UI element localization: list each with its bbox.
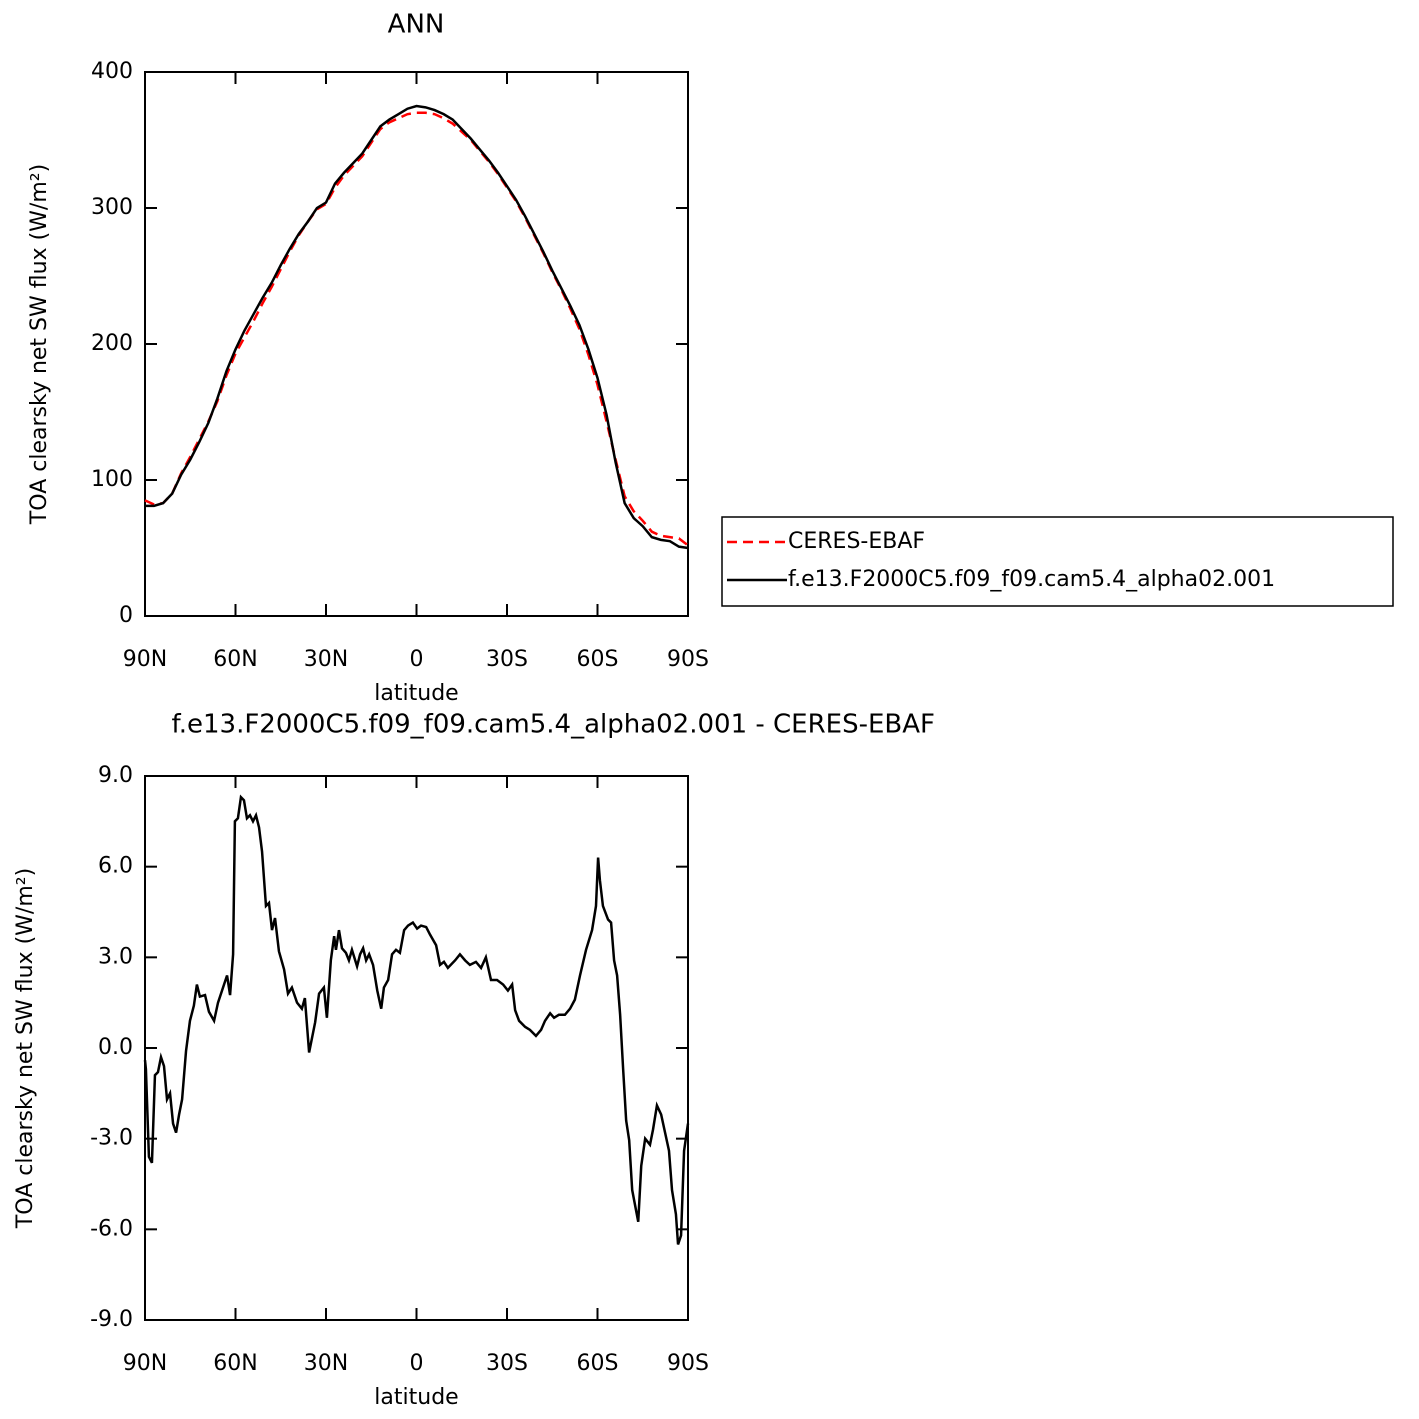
x-tick-label: 60S (577, 647, 619, 672)
chart-title: ANN (388, 10, 445, 40)
x-tick-label: 90S (667, 647, 709, 672)
x-tick-label: 30S (486, 1351, 528, 1376)
y-tick-label: 300 (91, 195, 133, 220)
y-tick-label: 0 (119, 603, 133, 628)
plot-frame (144, 71, 689, 617)
x-tick-label: 90N (123, 1351, 167, 1376)
y-axis-label: TOA clearsky net SW flux (W/m²) (13, 868, 38, 1229)
x-tick-label: 90N (123, 647, 167, 672)
y-axis-label: TOA clearsky net SW flux (W/m²) (27, 164, 52, 525)
data-line (144, 111, 689, 547)
x-axis-label: latitude (374, 681, 458, 706)
y-tick-label: 200 (91, 331, 133, 356)
plot-frame (144, 775, 689, 1321)
data-line (145, 104, 689, 550)
legend-label: CERES-EBAF (788, 529, 925, 554)
chart-title: f.e13.F2000C5.f09_f09.cam5.4_alpha02.001… (171, 710, 935, 740)
y-tick-label: 9.0 (98, 763, 133, 788)
y-tick-label: 400 (91, 59, 133, 84)
x-tick-label: 60N (213, 1351, 257, 1376)
legend-label: f.e13.F2000C5.f09_f09.cam5.4_alpha02.001 (788, 567, 1275, 592)
x-tick-label: 60N (213, 647, 257, 672)
y-tick-label: -9.0 (90, 1307, 133, 1332)
y-tick-label: -3.0 (90, 1126, 133, 1151)
y-tick-label: 0.0 (98, 1035, 133, 1060)
data-line (143, 794, 690, 1245)
x-tick-label: 60S (577, 1351, 619, 1376)
x-tick-label: 90S (667, 1351, 709, 1376)
legend-box (721, 516, 1394, 607)
y-tick-label: 3.0 (98, 944, 133, 969)
x-tick-label: 30N (304, 647, 348, 672)
y-tick-label: 100 (91, 467, 133, 492)
x-tick-label: 0 (410, 1351, 424, 1376)
x-tick-label: 0 (410, 647, 424, 672)
y-tick-label: -6.0 (90, 1216, 133, 1241)
x-axis-label: latitude (374, 1385, 458, 1410)
x-tick-label: 30S (486, 647, 528, 672)
y-tick-label: 6.0 (98, 854, 133, 879)
x-tick-label: 30N (304, 1351, 348, 1376)
